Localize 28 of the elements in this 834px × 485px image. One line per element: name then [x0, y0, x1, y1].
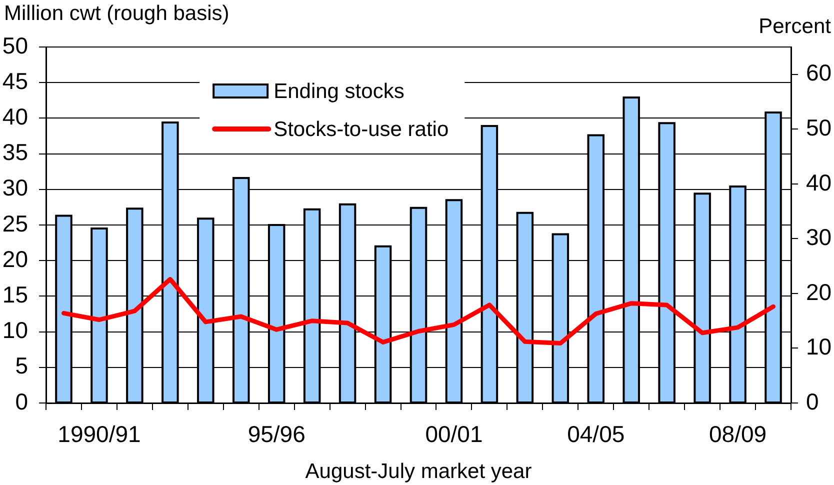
y-tick-label: 45 [2, 68, 28, 94]
legend-label: Ending stocks [274, 80, 404, 103]
y-tick-label: 25 [2, 210, 28, 236]
y-tick-label: 50 [2, 32, 28, 58]
legend-label: Stocks-to-use ratio [274, 118, 449, 141]
y2-tick-label: 10 [806, 334, 832, 360]
y2-axis-title: Percent [758, 14, 832, 38]
x-tick-label: 00/01 [425, 421, 483, 448]
y2-tick-label: 0 [806, 388, 819, 414]
y2-tick-label: 30 [806, 224, 832, 250]
y2-tick-label: 20 [806, 278, 832, 305]
x-tick-label: 1990/91 [58, 421, 141, 448]
y-tick-label: 15 [2, 282, 28, 308]
x-tick-label: 08/09 [709, 421, 767, 448]
y-tick-label: 0 [15, 388, 28, 414]
y-axis-title: Million cwt (rough basis) [4, 2, 230, 25]
y-tick-label: 20 [2, 246, 28, 272]
y-tick-label: 35 [2, 139, 28, 166]
y-tick-label: 5 [15, 352, 28, 379]
y-tick-label: 10 [2, 317, 28, 344]
y2-tick-label: 60 [806, 60, 832, 86]
y2-tick-label: 40 [806, 169, 832, 196]
y-tick-label: 30 [2, 174, 28, 201]
x-tick-label: 95/96 [248, 421, 306, 448]
y2-tick-label: 50 [806, 114, 832, 140]
x-axis-title: August-July market year [305, 460, 532, 484]
y-tick-label: 40 [2, 104, 28, 130]
x-tick-label: 04/05 [567, 421, 625, 448]
